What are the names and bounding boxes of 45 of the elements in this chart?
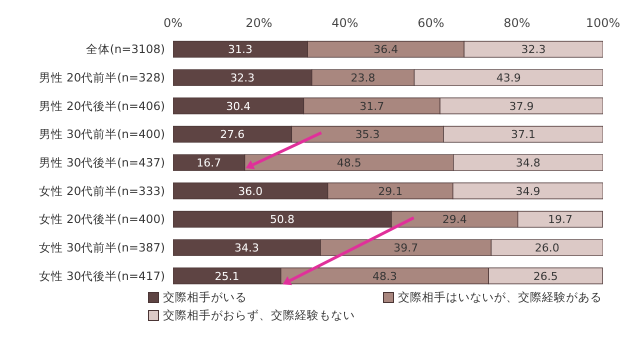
data-label: 34.3 [234, 241, 259, 254]
x-tick-label: 20% [246, 16, 272, 30]
y-tick-label: 男性 20代前半(n=328) [38, 70, 165, 85]
data-label: 35.3 [355, 128, 380, 142]
data-label: 34.9 [516, 184, 540, 198]
data-label: 19.7 [548, 213, 572, 226]
data-label: 50.8 [270, 213, 294, 226]
legend-label: 交際相手はいないが、交際経験がある [398, 290, 602, 305]
data-label: 31.3 [228, 43, 253, 56]
data-label: 26.5 [533, 270, 558, 283]
y-tick-label: 男性 20代後半(n=406) [38, 98, 165, 113]
data-label: 48.3 [372, 270, 398, 283]
x-tick-label: 0% [163, 16, 183, 30]
data-label: 32.3 [230, 71, 255, 84]
data-label: 36.0 [238, 184, 263, 198]
data-label: 25.1 [214, 270, 240, 283]
data-label: 32.3 [521, 43, 546, 56]
x-tick-label: 60% [418, 16, 444, 30]
data-label: 39.7 [394, 241, 418, 254]
data-label: 37.9 [509, 100, 534, 113]
data-label: 43.9 [496, 71, 521, 84]
data-label: 37.1 [510, 128, 536, 142]
legend-label: 交際相手がおらず、交際経験もない [163, 308, 355, 323]
data-label: 16.7 [196, 156, 222, 170]
y-tick-label: 女性 20代前半(n=333) [38, 184, 165, 198]
x-tick-label: 100% [586, 16, 620, 30]
data-label: 29.1 [378, 184, 403, 198]
data-label: 34.8 [516, 156, 540, 170]
data-label: 23.8 [350, 71, 376, 84]
data-label: 26.0 [534, 241, 560, 254]
data-label: 30.4 [226, 100, 251, 113]
y-tick-label: 全体(n=3108) [86, 42, 165, 56]
data-label: 36.4 [374, 43, 398, 56]
x-tick-label: 80% [504, 16, 530, 30]
y-tick-label: 女性 30代後半(n=417) [38, 268, 165, 283]
y-tick-label: 女性 20代後半(n=400) [38, 212, 165, 226]
y-tick-label: 男性 30代前半(n=400) [38, 127, 165, 142]
data-label: 48.5 [336, 156, 362, 170]
data-label: 29.4 [442, 213, 467, 226]
legend-label: 交際相手がいる [163, 290, 247, 305]
data-label: 31.7 [360, 100, 384, 113]
y-tick-label: 男性 30代後半(n=437) [38, 156, 165, 170]
data-label: 27.6 [220, 128, 245, 142]
x-tick-label: 40% [332, 16, 358, 30]
y-tick-label: 女性 30代前半(n=387) [38, 240, 165, 255]
